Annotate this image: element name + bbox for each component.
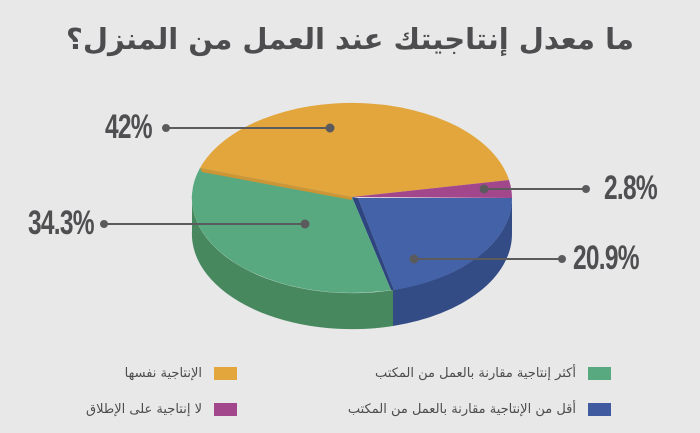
label-green-percent: 34.3% <box>28 204 95 242</box>
legend-label-blue: أقل من الإنتاجية مقارنة بالعمل من المكتب <box>347 402 576 417</box>
legend-item-orange: الإنتاجية نفسها <box>125 366 237 381</box>
legend-item-blue: أقل من الإنتاجية مقارنة بالعمل من المكتب <box>348 402 611 417</box>
leader-dot-blue <box>558 255 566 263</box>
label-orange-percent: 42% <box>105 108 153 146</box>
leader-dot-blue-end <box>409 254 419 264</box>
leader-lines <box>100 123 590 264</box>
leader-dot-orange <box>162 124 170 132</box>
leader-dot-green-end <box>300 219 310 229</box>
legend-item-purple: لا إنتاجية على الإطلاق <box>86 402 237 417</box>
pie-side-walls <box>191 195 513 330</box>
purple-slice <box>352 180 512 198</box>
pie-top <box>191 102 513 293</box>
legend-swatch-orange <box>214 367 237 380</box>
blue-slice-edge <box>352 197 394 290</box>
orange-slice-edge <box>200 168 352 200</box>
legend-label-purple: لا إنتاجية على الإطلاق <box>86 402 202 417</box>
legend-item-green: أكثر إنتاجية مقارنة بالعمل من المكتب <box>375 366 611 381</box>
legend-swatch-blue <box>588 403 611 416</box>
green-slice <box>191 168 391 293</box>
legend-label-green: أكثر إنتاجية مقارنة بالعمل من المكتب <box>375 366 576 381</box>
green-slice-side <box>191 195 393 330</box>
label-blue-percent: 20.9% <box>573 239 640 277</box>
blue-slice-side <box>393 198 513 326</box>
leader-dot-purple <box>582 185 590 193</box>
leader-dot-green <box>100 220 108 228</box>
orange-slice <box>200 102 509 197</box>
leader-dot-orange-end <box>325 123 335 133</box>
legend-swatch-green <box>588 367 611 380</box>
label-purple-percent: 2.8% <box>604 169 658 207</box>
blue-slice <box>358 198 513 290</box>
chart-title: ما معدل إنتاجيتك عند العمل من المنزل؟ <box>66 22 634 56</box>
legend-swatch-purple <box>214 403 237 416</box>
legend-label-orange: الإنتاجية نفسها <box>124 366 202 381</box>
leader-dot-purple-end <box>479 184 489 194</box>
